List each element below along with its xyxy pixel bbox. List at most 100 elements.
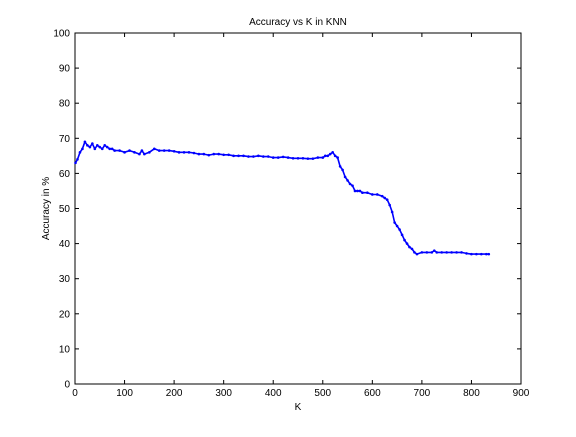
data-point bbox=[400, 233, 404, 237]
data-point bbox=[167, 149, 171, 152]
y-axis-ticks: 0 10 20 30 40 50 60 70 80 90 100 bbox=[53, 29, 521, 391]
data-point bbox=[162, 149, 166, 152]
data-point bbox=[222, 153, 225, 157]
data-point bbox=[341, 168, 344, 172]
data-point bbox=[133, 151, 136, 154]
data-point bbox=[470, 252, 473, 256]
data-point bbox=[425, 251, 429, 254]
data-point bbox=[247, 155, 250, 158]
data-point bbox=[271, 156, 275, 159]
data-point bbox=[98, 145, 102, 149]
data-point bbox=[118, 149, 121, 152]
data-point bbox=[430, 251, 434, 254]
data-point bbox=[328, 152, 332, 156]
data-point bbox=[410, 247, 414, 251]
data-point bbox=[388, 203, 391, 207]
x-tick-label: 200 bbox=[166, 388, 183, 399]
x-tick-label: 600 bbox=[364, 388, 381, 399]
data-point bbox=[232, 154, 235, 158]
data-point bbox=[306, 157, 310, 160]
x-tick-label: 0 bbox=[72, 388, 78, 399]
data-point bbox=[123, 151, 126, 154]
data-point bbox=[157, 149, 161, 152]
x-tick-label: 300 bbox=[215, 388, 232, 399]
data-point bbox=[88, 145, 92, 149]
data-point bbox=[257, 154, 260, 158]
data-point bbox=[311, 157, 315, 160]
data-point bbox=[76, 158, 79, 161]
y-tick-label: 10 bbox=[59, 344, 71, 355]
data-point bbox=[346, 179, 349, 182]
data-point bbox=[140, 149, 144, 152]
data-point bbox=[485, 252, 488, 256]
data-point bbox=[296, 157, 300, 160]
data-point bbox=[358, 189, 362, 193]
data-point bbox=[148, 151, 151, 154]
y-tick-label: 80 bbox=[59, 99, 71, 110]
data-point bbox=[475, 252, 478, 256]
data-point bbox=[212, 152, 216, 156]
data-point bbox=[385, 198, 389, 202]
data-point bbox=[333, 154, 337, 158]
data-point bbox=[128, 149, 131, 152]
y-tick-label: 90 bbox=[59, 64, 71, 75]
x-axis-ticks: 0 100 200 300 400 500 600 700 800 900 bbox=[72, 33, 530, 399]
y-tick-label: 100 bbox=[53, 29, 70, 40]
data-point bbox=[353, 189, 357, 193]
y-tick-label: 30 bbox=[59, 274, 71, 285]
data-series bbox=[74, 140, 491, 256]
data-point bbox=[316, 156, 320, 159]
data-point bbox=[375, 193, 379, 196]
data-point bbox=[440, 251, 444, 254]
data-point bbox=[395, 224, 399, 228]
data-point bbox=[455, 251, 458, 254]
x-tick-label: 800 bbox=[463, 388, 480, 399]
data-point bbox=[420, 251, 424, 254]
x-tick-label: 700 bbox=[414, 388, 431, 399]
data-point bbox=[281, 155, 285, 159]
data-point bbox=[197, 152, 201, 156]
data-point bbox=[93, 147, 97, 151]
y-tick-label: 0 bbox=[64, 380, 70, 391]
data-point bbox=[152, 147, 156, 151]
data-point bbox=[415, 252, 419, 256]
data-point bbox=[105, 145, 109, 149]
data-point bbox=[74, 161, 77, 165]
data-point bbox=[380, 194, 384, 198]
data-point bbox=[371, 193, 374, 196]
data-point bbox=[351, 184, 354, 187]
data-point bbox=[361, 191, 364, 195]
data-point bbox=[435, 251, 439, 254]
data-point bbox=[343, 175, 347, 179]
data-point bbox=[465, 252, 468, 255]
data-point bbox=[390, 210, 394, 214]
data-point bbox=[217, 152, 221, 156]
data-point bbox=[408, 245, 411, 249]
data-point bbox=[405, 242, 409, 245]
data-point bbox=[291, 157, 295, 160]
data-point bbox=[182, 151, 186, 154]
chart-title: Accuracy vs K in KNN bbox=[249, 17, 347, 28]
data-point bbox=[326, 154, 330, 158]
data-point bbox=[301, 157, 305, 160]
x-tick-label: 400 bbox=[265, 388, 282, 399]
data-point bbox=[100, 147, 104, 151]
data-point bbox=[450, 251, 453, 254]
data-point bbox=[286, 156, 290, 159]
data-point bbox=[393, 221, 396, 224]
data-point bbox=[227, 153, 230, 157]
data-point bbox=[83, 140, 87, 144]
data-point bbox=[331, 151, 334, 154]
y-axis-label: Accuracy in % bbox=[41, 177, 52, 240]
data-point bbox=[172, 149, 176, 153]
data-point bbox=[403, 238, 406, 242]
data-point bbox=[81, 147, 84, 151]
data-point bbox=[252, 155, 255, 158]
y-tick-label: 70 bbox=[59, 134, 71, 145]
data-point bbox=[113, 149, 116, 152]
data-point bbox=[143, 152, 146, 156]
y-tick-label: 60 bbox=[59, 169, 71, 180]
data-point bbox=[266, 155, 270, 158]
